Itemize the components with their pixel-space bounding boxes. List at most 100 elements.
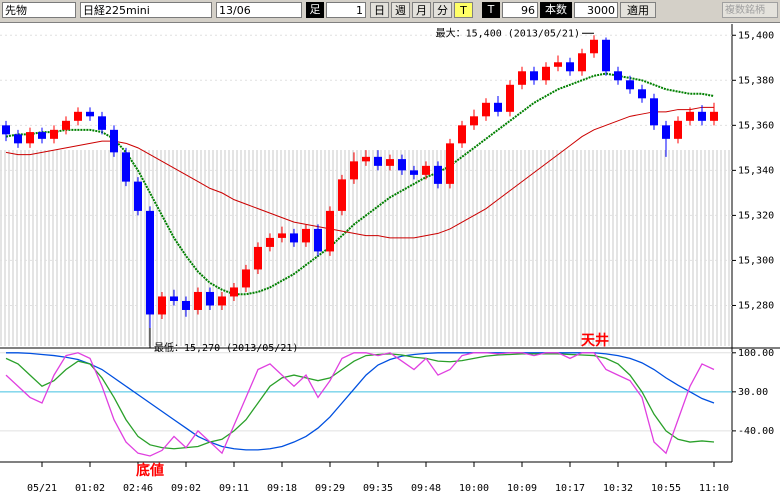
candle-body	[254, 246, 262, 270]
x-tick-label: 10:09	[507, 483, 537, 494]
x-tick-label: 10:32	[603, 483, 633, 494]
x-tick-label: 09:18	[267, 483, 297, 494]
candle-body	[278, 233, 286, 238]
x-tick-label: 10:00	[459, 483, 489, 494]
candle-body	[518, 71, 526, 85]
y-tick-label: 15,380	[738, 75, 774, 86]
foot-input[interactable]: 1	[326, 2, 366, 18]
moving-average	[5, 72, 715, 296]
period-button[interactable]: 週	[391, 2, 410, 18]
candle-body	[206, 291, 214, 306]
candle-body	[458, 125, 466, 144]
x-tick-label: 02:46	[123, 483, 153, 494]
symbol-select[interactable]: 日経225mini	[80, 2, 212, 18]
candle-body	[494, 102, 502, 112]
candle-body	[158, 296, 166, 315]
candle-body	[578, 53, 586, 72]
y-tick-label: 15,340	[738, 165, 774, 176]
candle-body	[446, 143, 454, 184]
candle-body	[122, 152, 130, 182]
x-tick-label: 05/21	[27, 483, 57, 494]
period-button[interactable]: 日	[370, 2, 389, 18]
candle-body	[422, 165, 430, 175]
candle-body	[194, 291, 202, 310]
y-tick-label: 100.00	[738, 348, 774, 359]
candle-body	[350, 161, 358, 180]
bottom-annotation: 底値	[136, 462, 164, 479]
candle-body	[218, 296, 226, 306]
y-tick-label: 30.00	[738, 387, 768, 398]
candle-body	[74, 111, 82, 121]
x-tick-label: 09:35	[363, 483, 393, 494]
candle-body	[650, 98, 658, 126]
y-tick-label: 15,400	[738, 30, 774, 41]
candle-body	[386, 159, 394, 166]
candle-body	[590, 39, 598, 54]
candle-body	[482, 102, 490, 117]
candle-body	[566, 62, 574, 72]
period-button[interactable]: T	[454, 2, 473, 18]
x-tick-label: 10:55	[651, 483, 681, 494]
candle-body	[662, 125, 670, 139]
candle-body	[710, 111, 718, 121]
oscillator-line	[5, 353, 715, 450]
x-tick-label: 09:02	[171, 483, 201, 494]
top-annotation: 天井	[581, 332, 609, 349]
count-input[interactable]: 3000	[574, 2, 618, 18]
candle-body	[398, 159, 406, 171]
apply-button[interactable]: 適用	[620, 2, 656, 18]
candle-body	[614, 71, 622, 81]
candle-body	[674, 120, 682, 139]
max-annotation: 最大：15,400 (2013/05/21)	[436, 26, 580, 39]
candle-body	[266, 237, 274, 247]
candle-body	[410, 170, 418, 175]
candle-body	[14, 134, 22, 144]
month-select[interactable]: 13/06	[216, 2, 302, 18]
x-tick-label: 09:29	[315, 483, 345, 494]
y-tick-label: 15,360	[738, 120, 774, 131]
market-select[interactable]: 先物	[2, 2, 76, 18]
multi-button[interactable]: 複数銘柄	[722, 2, 778, 18]
candle-body	[242, 269, 250, 288]
candle-body	[338, 179, 346, 211]
candle-body	[698, 111, 706, 121]
y-tick-label: 15,320	[738, 210, 774, 221]
x-tick-label: 09:48	[411, 483, 441, 494]
candle-body	[542, 66, 550, 81]
t-input[interactable]: 96	[502, 2, 538, 18]
min-annotation: 最低：15,270 (2013/05/21)	[154, 341, 298, 354]
x-tick-label: 10:17	[555, 483, 585, 494]
y-tick-label: 15,280	[738, 300, 774, 311]
candle-body	[602, 39, 610, 72]
candle-body	[530, 71, 538, 81]
candle-body	[506, 84, 514, 112]
candle-body	[638, 89, 646, 99]
candle-body	[26, 132, 34, 144]
candle-body	[626, 80, 634, 90]
x-tick-label: 09:11	[219, 483, 249, 494]
y-tick-label: 15,300	[738, 255, 774, 266]
candle-body	[86, 111, 94, 117]
candle-body	[314, 228, 322, 252]
t-label: T	[482, 2, 500, 18]
candle-body	[374, 156, 382, 166]
period-button[interactable]: 月	[412, 2, 431, 18]
count-label: 本数	[540, 2, 572, 18]
candle-body	[434, 165, 442, 184]
candle-body	[62, 120, 70, 130]
candle-body	[290, 233, 298, 243]
candle-body	[2, 125, 10, 135]
moving-average	[5, 106, 714, 239]
candle-body	[230, 287, 238, 297]
foot-label: 足	[306, 2, 324, 18]
oscillator-line	[6, 352, 715, 451]
candle-body	[98, 116, 106, 130]
candle-body	[302, 228, 310, 243]
period-button[interactable]: 分	[433, 2, 452, 18]
candle-body	[554, 62, 562, 67]
candle-body	[686, 111, 694, 121]
background-hatch	[0, 150, 732, 346]
candle-body	[110, 129, 118, 153]
